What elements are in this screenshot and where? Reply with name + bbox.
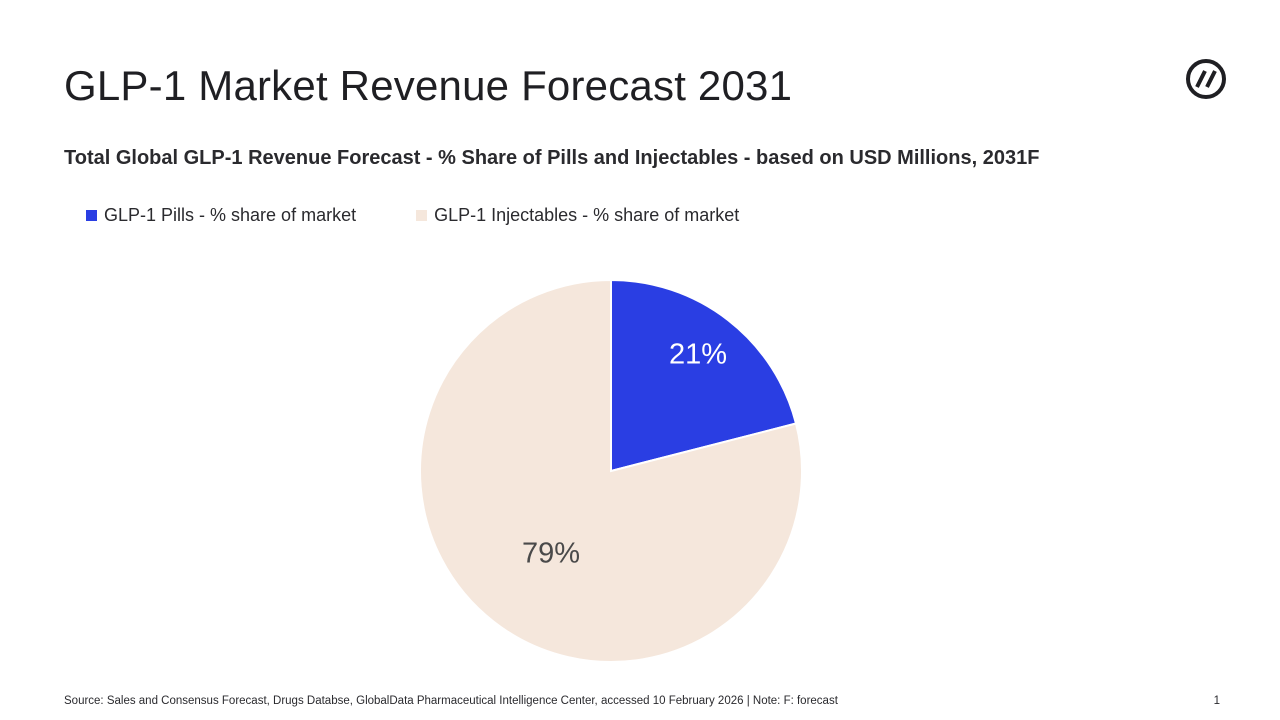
legend-label-injectables: GLP-1 Injectables - % share of market: [434, 204, 740, 225]
legend-item-injectables: GLP-1 Injectables - % share of market: [416, 205, 739, 226]
page-title: GLP-1 Market Revenue Forecast 2031: [64, 62, 793, 109]
legend-item-pills: GLP-1 Pills - % share of market: [86, 205, 356, 226]
slice-label-pills: 21%: [669, 339, 727, 371]
legend-swatch-pills: [86, 209, 97, 221]
chart-title: Total Global GLP-1 Revenue Forecast - % …: [64, 147, 1040, 169]
slice-label-injectables: 79%: [522, 538, 580, 570]
pie-slice-injectables: [419, 278, 803, 663]
source-note: Source: Sales and Consensus Forecast, Dr…: [64, 695, 838, 707]
page-number: 1: [1213, 695, 1220, 707]
circle-slash-logo-icon: [1184, 57, 1228, 101]
legend-label-pills: GLP-1 Pills - % share of market: [104, 204, 357, 225]
pie-chart: 21% 79%: [400, 270, 820, 670]
legend-swatch-injectables: [416, 209, 428, 221]
chart-legend: GLP-1 Pills - % share of market GLP-1 In…: [86, 204, 799, 226]
pie-slice-pills: [610, 278, 798, 473]
